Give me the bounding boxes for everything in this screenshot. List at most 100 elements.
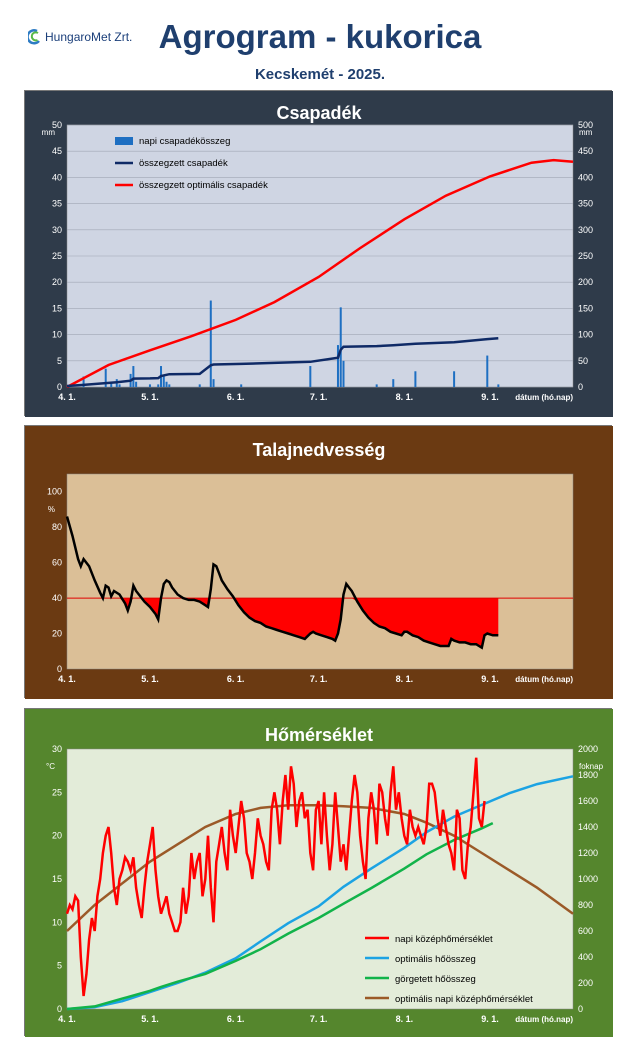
- y-tick-label: 0: [57, 382, 62, 392]
- x-tick-label: 9. 1.: [481, 1014, 499, 1024]
- rain-bar: [135, 381, 138, 387]
- hungaromet-logo: HungaroMet Zrt.: [28, 28, 132, 46]
- soil-moisture-line: [65, 516, 499, 650]
- y-tick-label: 40: [52, 172, 62, 182]
- rain-bar: [209, 300, 212, 387]
- y-axis-unit: %: [48, 505, 55, 514]
- x-tick-label: 7. 1.: [310, 392, 328, 402]
- x-tick-label: 6. 1.: [227, 1014, 245, 1024]
- legend-label: napi középhőmérséklet: [395, 934, 493, 945]
- soil-moisture-svg: Talajnedvesség 0 20 40 60 80 100% 4. 1. 5. 1. 6. …: [25, 426, 613, 699]
- legend-label: görgetett hőösszeg: [395, 974, 476, 985]
- x-tick-label: 4. 1.: [58, 674, 76, 684]
- y2-tick-label: 400: [578, 172, 593, 182]
- y-tick-label: 60: [52, 558, 62, 568]
- x-tick-label: 5. 1.: [141, 392, 159, 402]
- y2-tick-label: 100: [578, 330, 593, 340]
- temperature-series-line: [65, 757, 486, 997]
- y-tick-label: 15: [52, 303, 62, 313]
- chart-title: Talajnedvesség: [253, 440, 386, 460]
- y2-tick-label: 800: [578, 900, 593, 910]
- chart-title: Hőmérséklet: [265, 725, 373, 745]
- x-tick-label: 9. 1.: [481, 674, 499, 684]
- y-tick-label: 5: [57, 961, 62, 971]
- temperature-panel: Hőmérséklet 0 5 10 15 20 25 30 0 200 400 600 800 1000…: [24, 708, 613, 1037]
- rain-bar: [118, 384, 121, 387]
- rain-bar: [157, 384, 160, 387]
- rain-bar: [132, 366, 135, 387]
- x-tick-label: 8. 1.: [396, 674, 414, 684]
- precipitation-panel: Csapadék 0 5 10 15 20 25 30 35 40 45 50 0 50 100 150 200…: [24, 90, 613, 417]
- y-tick-label: 100: [47, 487, 62, 497]
- rain-bar: [339, 307, 342, 387]
- y-tick-label: 40: [52, 593, 62, 603]
- y2-tick-label: 1000: [578, 874, 598, 884]
- x-axis-label: dátum (hó.nap): [515, 675, 573, 684]
- soil-moisture-panel: Talajnedvesség 0 20 40 60 80 100% 4. 1. 5. 1. 6. …: [24, 425, 613, 699]
- x-tick-label: 6. 1.: [227, 392, 245, 402]
- y-tick-label: 30: [52, 225, 62, 235]
- y2-tick-label: 300: [578, 225, 593, 235]
- temperature-series-line: [66, 821, 494, 1011]
- rain-bar: [375, 384, 378, 387]
- plot-area: [66, 748, 574, 1010]
- rain-bar: [198, 384, 201, 387]
- chart-title: Csapadék: [276, 103, 362, 123]
- y-axis-unit: mm: [42, 128, 56, 137]
- rain-bar: [168, 384, 171, 387]
- x-tick-label: 5. 1.: [141, 674, 159, 684]
- y2-tick-label: 200: [578, 277, 593, 287]
- y-tick-label: 10: [52, 917, 62, 927]
- y-tick-label: 20: [52, 629, 62, 639]
- y-tick-label: 0: [57, 1004, 62, 1014]
- rain-bar: [162, 376, 165, 387]
- y2-tick-label: 1400: [578, 822, 598, 832]
- legend-label: optimális napi középhőmérséklet: [395, 994, 533, 1005]
- y-tick-label: 35: [52, 199, 62, 209]
- legend-label: összegzett optimális csapadék: [139, 180, 268, 191]
- page-title: Agrogram - kukorica: [158, 18, 482, 55]
- x-axis-label: dátum (hó.nap): [515, 1015, 573, 1024]
- rain-bar: [104, 368, 107, 387]
- legend-label: összegzett csapadék: [139, 158, 228, 169]
- y2-tick-label: 500: [578, 120, 593, 130]
- x-tick-label: 7. 1.: [310, 1014, 328, 1024]
- x-tick-label: 8. 1.: [396, 392, 414, 402]
- x-tick-label: 6. 1.: [227, 674, 245, 684]
- x-tick-label: 7. 1.: [310, 674, 328, 684]
- y2-tick-label: 0: [578, 382, 583, 392]
- page-subtitle: Kecskemét - 2025.: [254, 66, 386, 83]
- y-tick-label: 50: [52, 120, 62, 130]
- logo-icon: [28, 29, 40, 45]
- y-tick-label: 15: [52, 874, 62, 884]
- rain-bar: [342, 360, 345, 387]
- x-tick-label: 5. 1.: [141, 1014, 159, 1024]
- x-tick-label: 9. 1.: [481, 392, 499, 402]
- rain-bar: [148, 384, 151, 387]
- rain-bar: [414, 371, 417, 387]
- y-tick-label: 30: [52, 744, 62, 754]
- rain-bar: [392, 379, 395, 387]
- y-tick-label: 20: [52, 277, 62, 287]
- y2-tick-label: 0: [578, 1004, 583, 1014]
- legend-label: optimális hőösszeg: [395, 954, 476, 965]
- cumulative-rain-line: [66, 337, 499, 388]
- rain-bar: [82, 376, 85, 387]
- y2-axis-unit: mm: [579, 128, 593, 137]
- logo-text: HungaroMet Zrt.: [45, 30, 133, 44]
- x-tick-label: 4. 1.: [58, 392, 76, 402]
- y2-tick-label: 250: [578, 251, 593, 261]
- y2-tick-label: 400: [578, 952, 593, 962]
- y2-tick-label: 600: [578, 926, 593, 936]
- y-tick-label: 45: [52, 146, 62, 156]
- precipitation-svg: Csapadék05101520253035404550050100150200…: [25, 91, 613, 417]
- y2-tick-label: 450: [578, 146, 593, 156]
- y2-tick-label: 1800: [578, 770, 598, 780]
- rain-bar: [336, 345, 339, 387]
- plot-area: [66, 473, 574, 670]
- y-tick-label: 25: [52, 251, 62, 261]
- y-axis-unit: °C: [46, 762, 55, 771]
- rain-bar: [309, 366, 312, 387]
- y2-tick-label: 2000: [578, 744, 598, 754]
- rain-bar: [212, 379, 215, 387]
